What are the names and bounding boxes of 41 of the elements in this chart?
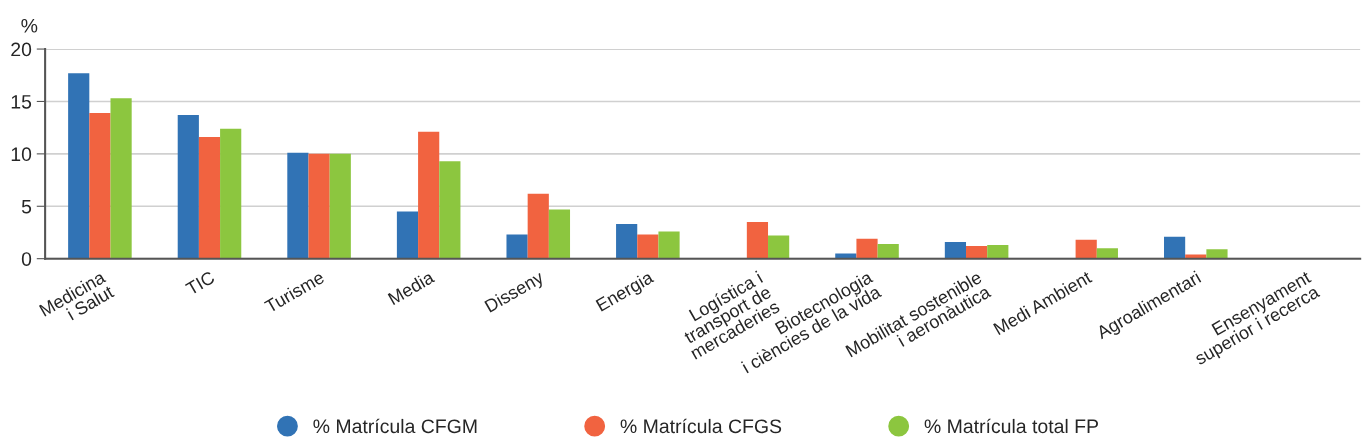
- y-tick-label: 15: [11, 95, 32, 109]
- bar: [396, 211, 419, 259]
- bar: [548, 209, 571, 259]
- bar: [1185, 254, 1207, 259]
- legend-label: % Matrícula CFGM: [313, 418, 477, 434]
- legend-label: % Matrícula CFGS: [620, 418, 782, 434]
- bar: [1164, 236, 1186, 259]
- y-tick-label: 20: [11, 42, 32, 57]
- bar: [944, 241, 967, 259]
- bar: [110, 98, 132, 259]
- bar: [1096, 248, 1118, 259]
- bar: [746, 222, 769, 259]
- bar: [308, 153, 330, 259]
- bar: [89, 112, 111, 259]
- bar: [439, 161, 461, 259]
- bar: [220, 128, 242, 259]
- bar: [329, 153, 351, 259]
- y-tick-label: 10: [11, 147, 32, 162]
- bar: [68, 73, 90, 259]
- bar: [177, 115, 199, 259]
- bar: [616, 224, 638, 259]
- bar: [418, 131, 440, 259]
- y-tick-label: 0: [21, 252, 32, 266]
- x-tick-label: TIC: [184, 270, 216, 296]
- bar: [658, 231, 680, 259]
- y-axis-title: %: [21, 18, 38, 33]
- bar: [856, 238, 878, 259]
- bar: [198, 137, 221, 259]
- bar: [987, 245, 1009, 259]
- bar: [506, 234, 528, 259]
- bar: [877, 244, 899, 259]
- y-tick-label: 5: [21, 199, 32, 214]
- bar: [527, 193, 549, 259]
- bar: [768, 235, 790, 259]
- bar: [287, 152, 309, 259]
- bar: [1075, 239, 1097, 259]
- bar: [1206, 249, 1228, 259]
- bar: [835, 253, 857, 259]
- legend-label: % Matrícula total FP: [924, 418, 1098, 434]
- bar: [637, 234, 659, 259]
- bar: [966, 246, 988, 259]
